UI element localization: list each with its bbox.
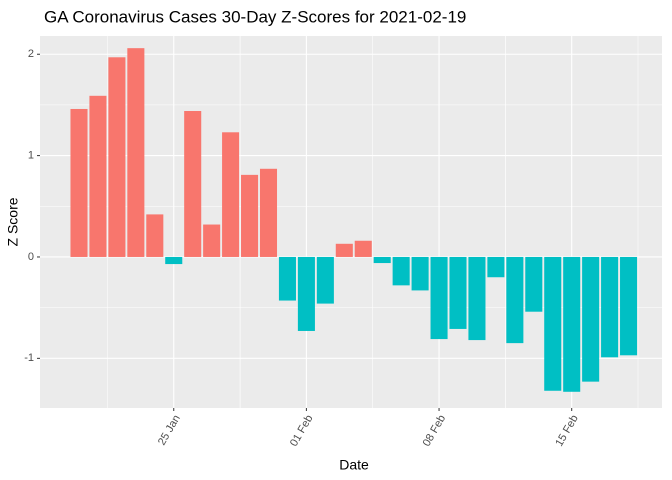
bar [544, 256, 562, 391]
bar [392, 256, 410, 286]
bar [259, 168, 278, 257]
bar [70, 108, 88, 257]
bar [108, 57, 126, 257]
x-axis-label: Date [339, 457, 369, 473]
bar [449, 256, 467, 329]
y-tick-label: 2 [28, 48, 34, 60]
bar [316, 256, 334, 304]
bar [146, 214, 164, 257]
x-tick-label: 25 Jan [156, 413, 183, 448]
bar [203, 224, 221, 257]
x-tick-label: 15 Feb [553, 413, 581, 449]
bar [278, 256, 296, 301]
bars [70, 48, 638, 392]
bar [373, 256, 391, 264]
bar [222, 132, 240, 257]
bar [184, 111, 202, 257]
y-tick-label: 1 [28, 150, 34, 162]
y-axis-label: Z Score [5, 197, 21, 246]
bar [297, 256, 315, 331]
bar [525, 256, 543, 312]
y-tick-label: -1 [24, 352, 34, 364]
bar [127, 48, 145, 257]
bar [620, 256, 638, 356]
bar [430, 256, 448, 340]
bar [506, 256, 524, 344]
bar [468, 256, 486, 341]
bar [411, 256, 429, 291]
bar [335, 243, 353, 257]
x-tick-label: 08 Feb [421, 413, 449, 449]
bar [563, 256, 581, 392]
bar [89, 95, 107, 257]
bar [241, 174, 259, 257]
chart-title: GA Coronavirus Cases 30-Day Z-Scores for… [44, 7, 466, 26]
x-tick-label: 01 Feb [288, 413, 316, 449]
bar [165, 256, 183, 265]
bar [601, 256, 619, 358]
bar [487, 256, 505, 278]
bar [354, 240, 372, 257]
bar [582, 256, 600, 382]
y-tick-label: 0 [28, 251, 34, 263]
